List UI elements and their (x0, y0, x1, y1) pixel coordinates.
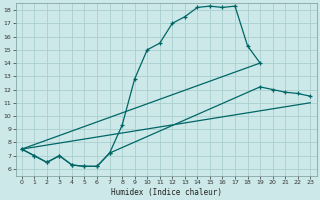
X-axis label: Humidex (Indice chaleur): Humidex (Indice chaleur) (110, 188, 221, 197)
